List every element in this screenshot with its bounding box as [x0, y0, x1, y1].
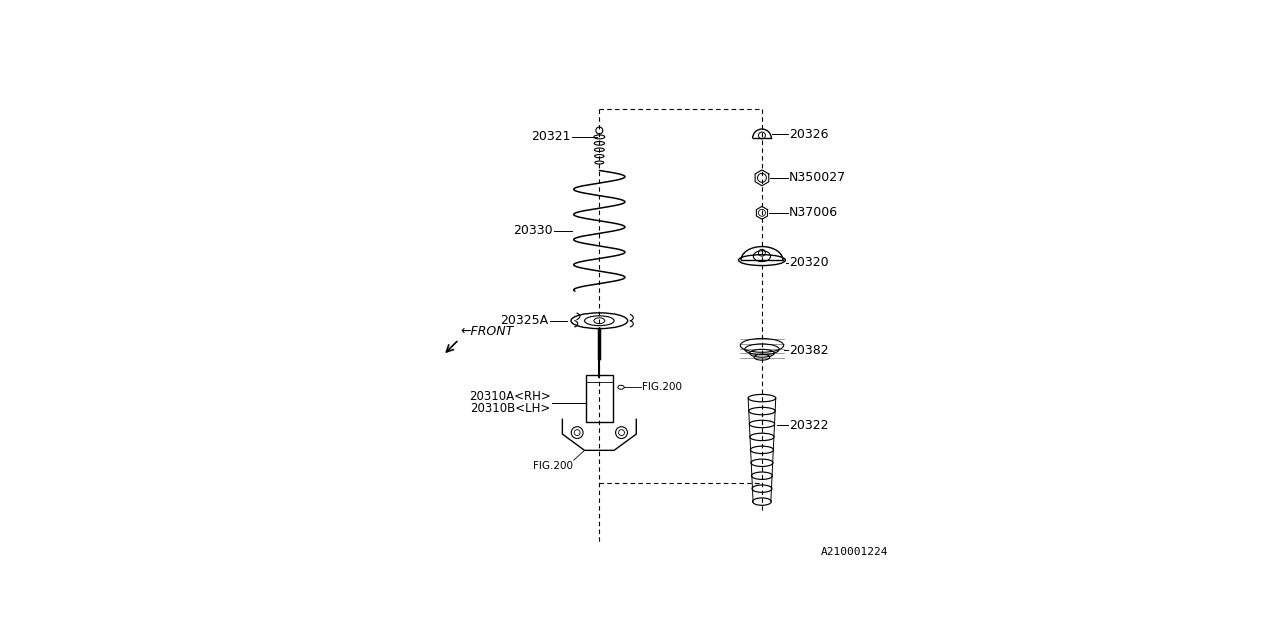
Text: 20330: 20330 [513, 224, 553, 237]
Text: A210001224: A210001224 [820, 547, 888, 557]
Text: 20320: 20320 [788, 256, 828, 269]
Text: FIG.200: FIG.200 [532, 461, 572, 471]
Text: 20322: 20322 [788, 419, 828, 432]
Text: 20321: 20321 [531, 131, 571, 143]
Text: 20310A<RH>: 20310A<RH> [468, 390, 550, 403]
Bar [585, 375, 613, 422]
Text: ←FRONT: ←FRONT [461, 325, 515, 338]
Text: FIG.200: FIG.200 [641, 382, 682, 392]
Text: N37006: N37006 [788, 206, 838, 220]
Text: N350027: N350027 [788, 172, 846, 184]
Text: 20382: 20382 [788, 344, 828, 357]
Text: 20326: 20326 [788, 128, 828, 141]
Text: 20325A: 20325A [500, 314, 549, 327]
Text: 20310B<LH>: 20310B<LH> [470, 403, 550, 415]
